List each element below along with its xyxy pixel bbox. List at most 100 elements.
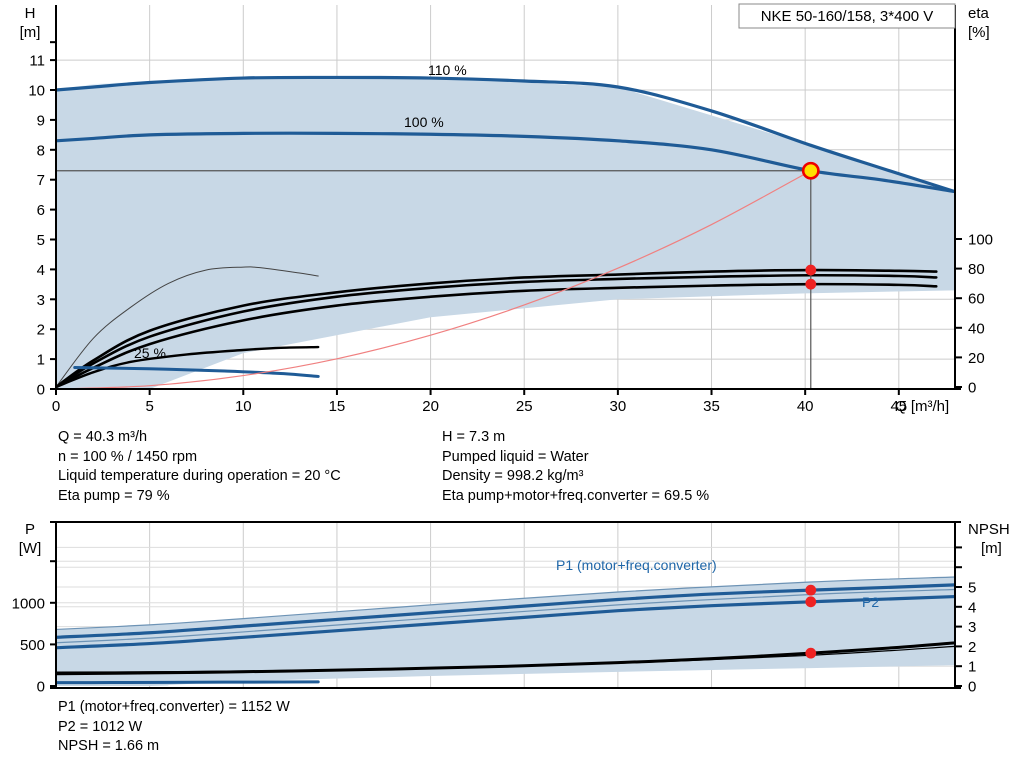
axis-tick-label-q: 30 — [610, 398, 627, 415]
title-box-frame — [738, 3, 956, 29]
axis-tick-label-npsh: 0 — [968, 679, 976, 696]
power-curve-p1 — [56, 583, 955, 639]
axis-tick-label-q: 35 — [703, 398, 720, 415]
curve-label-0: 110 % — [428, 62, 467, 78]
axis-tick-label-npsh: 4 — [968, 599, 976, 616]
axis-tick-label-h: 3 — [37, 292, 45, 309]
axis-tick-label-p: 1000 — [12, 595, 45, 612]
power-curve-label-0: P1 (motor+freq.converter) — [556, 557, 717, 573]
efficiency-marker-total — [805, 278, 817, 290]
curve-label-1: 100 % — [404, 114, 444, 130]
power-curve-label-1: P2 — [862, 594, 879, 610]
upper-axes — [50, 5, 961, 390]
lower-right-axis-ticks: 0 1 2 3 4 5 — [955, 546, 976, 696]
axis-tick-label-h: 4 — [37, 262, 45, 279]
axis-tick-label-h: 11 — [29, 53, 45, 70]
power-curve-low-speed — [56, 680, 320, 685]
axis-tick-label-npsh: 1 — [968, 659, 976, 676]
lower-curve-labels: P1 (motor+freq.converter) P2 — [556, 557, 879, 610]
axis-tick-label-npsh: 3 — [968, 619, 976, 636]
axis-tick-label-q: 5 — [145, 398, 153, 415]
axis-tick-label-q: 40 — [797, 398, 814, 415]
axis-tick-label-eta: 40 — [968, 320, 985, 337]
pump-model-title: NKE 50-160/158, 3*400 V — [761, 8, 934, 25]
operating-info-right-line-3: Eta pump+motor+freq.converter = 69.5 % — [442, 487, 710, 504]
operating-info-right-line-0: H = 7.3 m — [442, 429, 506, 445]
axis-tick-label-h: 7 — [37, 172, 45, 189]
x-axis-title: Q [m³/h] — [895, 398, 949, 415]
axis-tick-label-q: 20 — [422, 398, 439, 415]
operating-info-left-line-2: Liquid temperature during operation = 20… — [58, 468, 341, 484]
axis-tick-label-h: 2 — [37, 322, 45, 339]
axis-tick-label-eta: 20 — [968, 350, 985, 367]
axis-tick-label-q: 15 — [329, 398, 346, 415]
operating-info-left-line-1: n = 100 % / 1450 rpm — [58, 448, 198, 465]
upper-curve-labels: 110 % 100 % 25 % — [134, 62, 467, 361]
efficiency-curve-low-speed-arc — [56, 266, 319, 388]
lower-chart-panel: 0 500 1000 0 1 2 3 4 5 P [W] NPSH [m] P1 (motor+freq.… — [12, 521, 1010, 696]
axis-tick-label-h: 9 — [37, 112, 45, 129]
operating-info-left: Q = 40.3 m³/h n = 100 % / 1450 rpm Liquid … — [58, 428, 341, 506]
power-envelope-upper-line — [56, 576, 955, 631]
power-marker-p2 — [805, 596, 817, 608]
operating-info-left-line-3: Eta pump = 79 % — [58, 487, 170, 504]
upper-bottom-axis-ticks: 0 5 10 15 20 25 30 35 40 45Q [m³/h] — [52, 389, 949, 415]
envelope-operating-range — [56, 78, 955, 389]
upper-envelope-area — [56, 78, 955, 389]
upper-right-axis-title-symbol: eta — [968, 5, 990, 22]
axis-tick-label-q: 0 — [52, 398, 60, 415]
axis-tick-label-eta: 0 — [968, 380, 976, 397]
axis-tick-label-h: 0 — [37, 382, 45, 399]
axis-tick-label-h: 8 — [37, 142, 45, 159]
lower-markers — [805, 584, 817, 659]
axis-tick-label-npsh: 5 — [968, 580, 976, 597]
curve-label-2: 25 % — [134, 345, 166, 361]
npsh-curve-upper — [73, 365, 320, 378]
operating-info-right: H = 7.3 m Pumped liquid = Water Density = … — [442, 428, 709, 506]
axis-tick-label-h: 6 — [37, 202, 45, 219]
upper-right-axis-title-unit: [%] — [968, 24, 990, 41]
axis-tick-label-eta: 60 — [968, 291, 985, 308]
upper-right-axis-ticks: 0 20 40 60 80 100 — [955, 232, 993, 397]
lower-left-axis-title-symbol: P — [25, 521, 35, 538]
axis-tick-label-eta: 100 — [968, 232, 993, 249]
axis-tick-label-q: 10 — [235, 398, 252, 415]
npsh-curve-main — [56, 641, 955, 676]
axis-tick-label-eta: 80 — [968, 261, 985, 278]
power-info-left-line-0: P1 (motor+freq.converter) = 1152 W — [58, 699, 290, 715]
efficiency-marker-pump — [805, 264, 817, 276]
axis-tick-label-q: 45 — [890, 398, 907, 415]
upper-left-axis-title-symbol: H — [25, 5, 36, 22]
system-resistance-curve — [56, 170, 812, 389]
upper-left-axis-title-unit: [m] — [20, 24, 41, 41]
axis-tick-label-p: 0 — [37, 679, 45, 696]
operating-point-marker[interactable] — [801, 161, 820, 180]
operating-info-left-line-0: Q = 40.3 m³/h — [58, 429, 148, 445]
axis-tick-label-h: 10 — [28, 83, 45, 100]
lower-right-axis-title-unit: [m] — [981, 540, 1002, 557]
head-curve-110-percent — [56, 75, 955, 194]
chart-title-box: NKE 50-160/158, 3*400 V — [738, 3, 956, 29]
power-info-left: P1 (motor+freq.converter) = 1152 W P2 = 1… — [58, 698, 290, 757]
power-info-left-line-1: P2 = 1012 W — [58, 718, 143, 735]
lower-left-axis-title-unit: [W] — [19, 540, 42, 557]
operating-info-right-line-1: Pumped liquid = Water — [442, 448, 589, 465]
axis-tick-label-h: 5 — [37, 232, 45, 249]
efficiency-curve-25-percent — [56, 345, 320, 389]
operating-info-right-line-2: Density = 998.2 kg/m³ — [442, 468, 584, 484]
power-info-left-line-2: NPSH = 1.66 m — [58, 738, 160, 754]
upper-markers — [801, 161, 820, 290]
lower-right-axis-title-symbol: NPSH — [968, 521, 1010, 538]
lower-left-axis-ticks: 0 500 1000 — [12, 560, 56, 696]
axis-tick-label-p: 500 — [20, 637, 45, 654]
axis-tick-label-npsh: 2 — [968, 639, 976, 656]
power-curve-p2 — [56, 594, 955, 650]
power-marker-p1 — [805, 584, 817, 596]
lower-axes — [50, 521, 961, 689]
axis-tick-label-q: 25 — [516, 398, 533, 415]
axis-tick-label-h: 1 — [37, 352, 45, 369]
lower-curves — [56, 576, 955, 685]
